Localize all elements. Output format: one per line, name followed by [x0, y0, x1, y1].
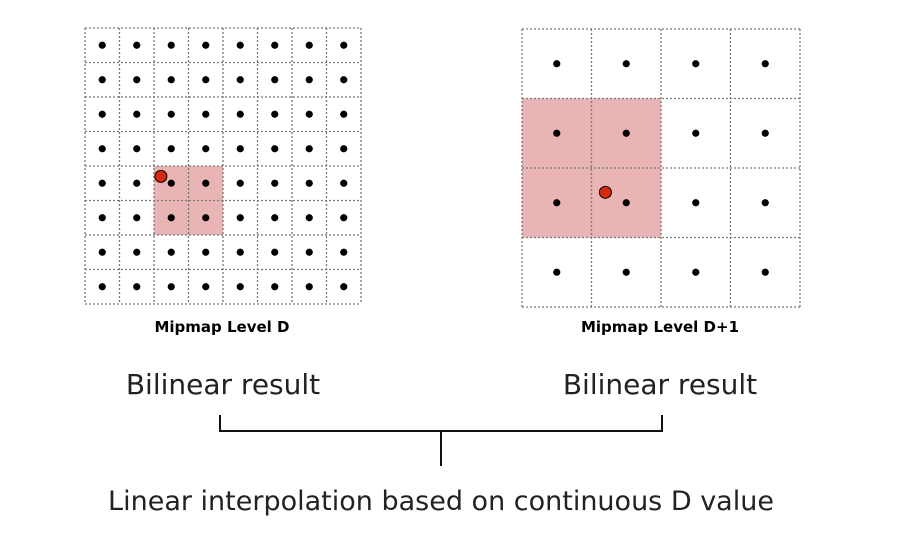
texel-center-dot — [98, 76, 106, 84]
texel-center-dot — [98, 110, 106, 118]
texel-center-dot — [761, 268, 769, 276]
texel-center-dot — [761, 199, 769, 207]
texel-center-dot — [236, 248, 244, 256]
texel-center-dot — [340, 248, 348, 256]
texel-center-dot — [167, 248, 175, 256]
bilinear-result-label-right: Bilinear result — [563, 368, 757, 401]
texel-center-dot — [202, 214, 210, 222]
texel-center-dot — [167, 214, 175, 222]
texel-center-dot — [340, 283, 348, 291]
texel-center-dot — [167, 145, 175, 153]
texel-center-dot — [98, 179, 106, 187]
texel-center-dot — [340, 179, 348, 187]
texel-center-dot — [305, 179, 313, 187]
texel-center-dot — [305, 145, 313, 153]
texel-center-dot — [133, 248, 141, 256]
texel-center-dot — [305, 248, 313, 256]
bilinear-result-label-left: Bilinear result — [126, 368, 320, 401]
texel-center-dot — [271, 110, 279, 118]
texel-center-dot — [271, 145, 279, 153]
texel-center-dot — [202, 283, 210, 291]
texel-center-dot — [305, 41, 313, 49]
texel-center-dot — [133, 283, 141, 291]
texel-center-dot — [202, 76, 210, 84]
texel-center-dot — [553, 60, 561, 68]
texel-center-dot — [305, 76, 313, 84]
texel-centers-level-d — [98, 41, 348, 291]
caption-level-d1: Mipmap Level D+1 — [581, 318, 739, 336]
linear-interpolation-label: Linear interpolation based on continuous… — [108, 486, 774, 517]
texel-center-dot — [553, 268, 561, 276]
texel-center-dot — [236, 76, 244, 84]
texel-center-dot — [622, 60, 630, 68]
texel-center-dot — [692, 60, 700, 68]
texel-center-dot — [167, 110, 175, 118]
texel-center-dot — [133, 41, 141, 49]
texel-center-dot — [98, 145, 106, 153]
sample-point-level-d1 — [598, 185, 612, 199]
texel-center-dot — [622, 268, 630, 276]
texel-center-dot — [167, 283, 175, 291]
mipmap-level-d1-grid — [521, 28, 801, 308]
texel-center-dot — [133, 214, 141, 222]
texel-centers-level-d1 — [553, 60, 769, 276]
texel-center-dot — [202, 41, 210, 49]
texel-center-dot — [202, 110, 210, 118]
texel-center-dot — [236, 179, 244, 187]
texel-center-dot — [98, 248, 106, 256]
texel-center-dot — [553, 199, 561, 207]
texel-center-dot — [133, 179, 141, 187]
texel-center-dot — [236, 283, 244, 291]
texel-center-dot — [340, 41, 348, 49]
texel-center-dot — [236, 110, 244, 118]
texel-center-dot — [553, 129, 561, 137]
combine-bracket — [219, 415, 663, 466]
texel-center-dot — [167, 179, 175, 187]
texel-center-dot — [236, 214, 244, 222]
texel-center-dot — [133, 145, 141, 153]
caption-level-d: Mipmap Level D — [154, 318, 289, 336]
texel-center-dot — [761, 129, 769, 137]
texel-center-dot — [236, 41, 244, 49]
texel-center-dot — [761, 60, 769, 68]
texel-center-dot — [271, 41, 279, 49]
texel-center-dot — [340, 110, 348, 118]
texel-center-dot — [692, 199, 700, 207]
texel-center-dot — [340, 76, 348, 84]
texel-center-dot — [202, 145, 210, 153]
texel-center-dot — [98, 41, 106, 49]
texel-center-dot — [271, 214, 279, 222]
texel-center-dot — [133, 110, 141, 118]
texel-center-dot — [622, 199, 630, 207]
texel-center-dot — [236, 145, 244, 153]
texel-center-dot — [305, 110, 313, 118]
texel-center-dot — [98, 214, 106, 222]
texel-center-dot — [202, 179, 210, 187]
texel-center-dot — [133, 76, 141, 84]
texel-center-dot — [622, 129, 630, 137]
texel-center-dot — [340, 145, 348, 153]
texel-center-dot — [692, 129, 700, 137]
texel-center-dot — [305, 214, 313, 222]
texel-center-dot — [271, 179, 279, 187]
sample-point-level-d — [154, 169, 168, 183]
texel-center-dot — [692, 268, 700, 276]
texel-center-dot — [167, 76, 175, 84]
grid-lines-level-d — [84, 27, 362, 305]
mipmap-level-d-grid — [84, 27, 362, 305]
texel-center-dot — [340, 214, 348, 222]
texel-center-dot — [271, 248, 279, 256]
texel-center-dot — [271, 76, 279, 84]
texel-center-dot — [271, 283, 279, 291]
texel-center-dot — [167, 41, 175, 49]
texel-center-dot — [98, 283, 106, 291]
texel-center-dot — [202, 248, 210, 256]
texel-center-dot — [305, 283, 313, 291]
